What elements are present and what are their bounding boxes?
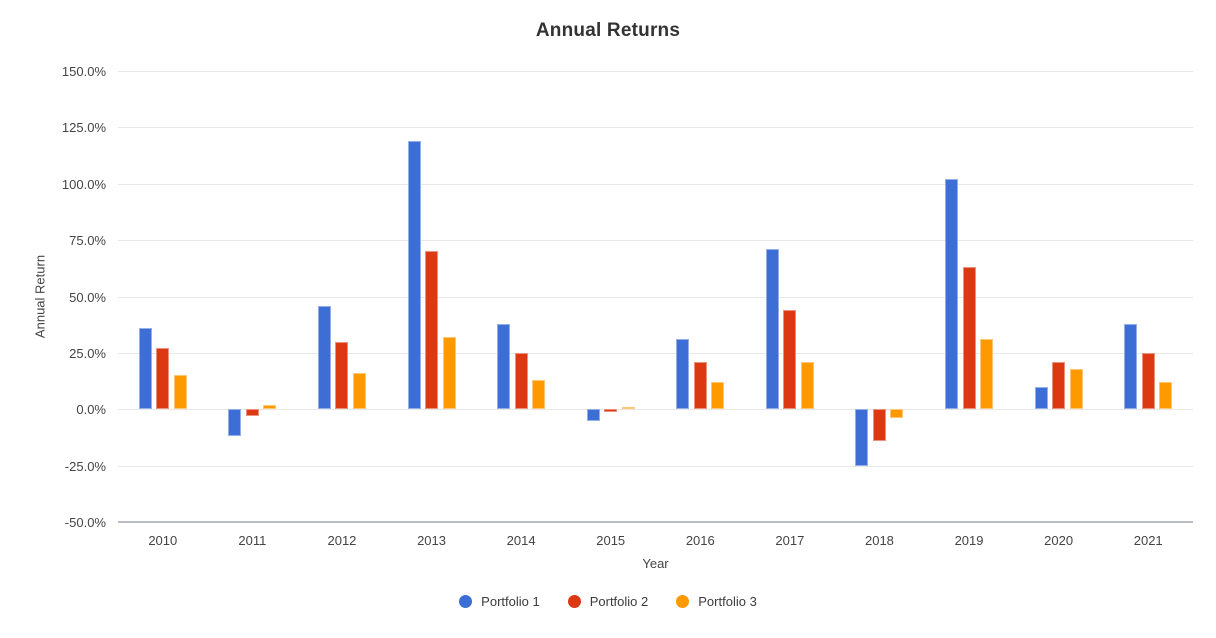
bar-portfolio-3-2017[interactable] bbox=[800, 361, 814, 410]
bar-portfolio-3-2015[interactable] bbox=[621, 406, 635, 410]
bar-portfolio-2-2018[interactable] bbox=[872, 409, 886, 441]
legend-item-portfolio-3[interactable]: Portfolio 3 bbox=[676, 594, 757, 609]
y-tick-label: 75.0% bbox=[69, 233, 106, 249]
legend-dot-icon bbox=[676, 595, 690, 608]
y-tick-label: -25.0% bbox=[64, 458, 106, 474]
bar-portfolio-3-2018[interactable] bbox=[890, 409, 904, 419]
bar-portfolio-1-2016[interactable] bbox=[676, 339, 690, 410]
x-tick-label-2018: 2018 bbox=[864, 533, 894, 548]
y-gridline bbox=[118, 352, 1193, 354]
bar-portfolio-2-2020[interactable] bbox=[1052, 361, 1066, 410]
legend-item-portfolio-2[interactable]: Portfolio 2 bbox=[567, 594, 649, 609]
x-tick-label-2012: 2012 bbox=[327, 533, 357, 548]
x-axis-title: Year bbox=[642, 556, 669, 571]
bar-portfolio-2-2021[interactable] bbox=[1141, 352, 1155, 410]
bar-portfolio-2-2011[interactable] bbox=[245, 409, 259, 416]
bar-portfolio-1-2014[interactable] bbox=[497, 323, 511, 410]
bar-portfolio-3-2013[interactable] bbox=[442, 337, 456, 410]
legend-label: Portfolio 2 bbox=[589, 594, 649, 609]
bar-portfolio-1-2010[interactable] bbox=[138, 328, 152, 410]
x-axis-baseline bbox=[118, 521, 1193, 523]
bar-portfolio-2-2014[interactable] bbox=[514, 352, 528, 410]
y-tick-label: 25.0% bbox=[69, 345, 106, 361]
bar-portfolio-1-2018[interactable] bbox=[855, 409, 869, 466]
bar-portfolio-1-2013[interactable] bbox=[407, 140, 421, 410]
x-tick-label-2013: 2013 bbox=[417, 533, 446, 548]
bar-portfolio-3-2020[interactable] bbox=[1069, 368, 1083, 410]
y-gridline bbox=[118, 465, 1193, 467]
bar-portfolio-2-2019[interactable] bbox=[962, 267, 976, 410]
x-tick-label-2010: 2010 bbox=[148, 533, 178, 548]
x-tick-label-2017: 2017 bbox=[775, 533, 805, 548]
y-tick-label: 0.0% bbox=[76, 402, 106, 418]
bar-portfolio-2-2010[interactable] bbox=[156, 348, 170, 410]
legend-label: Portfolio 1 bbox=[481, 594, 540, 609]
bar-portfolio-2-2013[interactable] bbox=[425, 251, 439, 410]
bar-portfolio-2-2015[interactable] bbox=[604, 409, 618, 412]
bar-portfolio-1-2012[interactable] bbox=[317, 305, 331, 410]
y-tick-label: -50.0% bbox=[64, 515, 106, 530]
x-tick-label-2021: 2021 bbox=[1133, 533, 1163, 548]
y-gridline bbox=[118, 409, 1193, 411]
plot-area bbox=[118, 71, 1193, 523]
y-gridline bbox=[118, 296, 1193, 298]
x-tick-label-2011: 2011 bbox=[238, 533, 267, 548]
bar-portfolio-1-2020[interactable] bbox=[1034, 386, 1048, 410]
x-tick-label-2019: 2019 bbox=[954, 533, 984, 548]
legend-dot-icon bbox=[459, 595, 473, 608]
bar-portfolio-3-2014[interactable] bbox=[532, 379, 546, 410]
x-tick-label-2020: 2020 bbox=[1044, 533, 1074, 548]
bar-portfolio-2-2012[interactable] bbox=[335, 341, 349, 410]
bar-portfolio-2-2016[interactable] bbox=[693, 361, 707, 410]
y-tick-label: 50.0% bbox=[69, 289, 106, 305]
y-tick-label: 150.0% bbox=[61, 64, 106, 79]
bar-portfolio-1-2011[interactable] bbox=[228, 409, 242, 437]
bar-portfolio-1-2017[interactable] bbox=[765, 249, 779, 410]
bar-portfolio-3-2021[interactable] bbox=[1159, 382, 1173, 410]
legend-dot-icon bbox=[567, 595, 581, 608]
x-tick-label-2016: 2016 bbox=[685, 533, 715, 548]
bar-portfolio-3-2019[interactable] bbox=[980, 339, 994, 410]
y-tick-label: 100.0% bbox=[61, 176, 106, 192]
y-tick-label: 125.0% bbox=[61, 120, 106, 136]
bar-portfolio-1-2021[interactable] bbox=[1124, 323, 1138, 410]
chart-legend: Portfolio 1 Portfolio 2 Portfolio 3 bbox=[0, 594, 1216, 609]
x-tick-label-2015: 2015 bbox=[596, 533, 626, 548]
bar-portfolio-3-2012[interactable] bbox=[352, 373, 366, 410]
y-gridline bbox=[118, 183, 1193, 185]
y-gridline bbox=[118, 240, 1193, 242]
bar-portfolio-1-2015[interactable] bbox=[586, 409, 600, 421]
bar-portfolio-1-2019[interactable] bbox=[945, 179, 959, 410]
legend-item-portfolio-1[interactable]: Portfolio 1 bbox=[459, 594, 540, 609]
chart-title: Annual Returns bbox=[535, 20, 681, 41]
bar-portfolio-2-2017[interactable] bbox=[783, 310, 797, 410]
bar-portfolio-3-2011[interactable] bbox=[263, 404, 277, 410]
x-tick-label-2014: 2014 bbox=[506, 533, 536, 548]
bar-portfolio-3-2010[interactable] bbox=[173, 375, 187, 410]
legend-label: Portfolio 3 bbox=[698, 594, 757, 609]
y-gridline bbox=[118, 71, 1193, 72]
bar-portfolio-3-2016[interactable] bbox=[711, 382, 725, 410]
y-gridline bbox=[118, 127, 1193, 129]
